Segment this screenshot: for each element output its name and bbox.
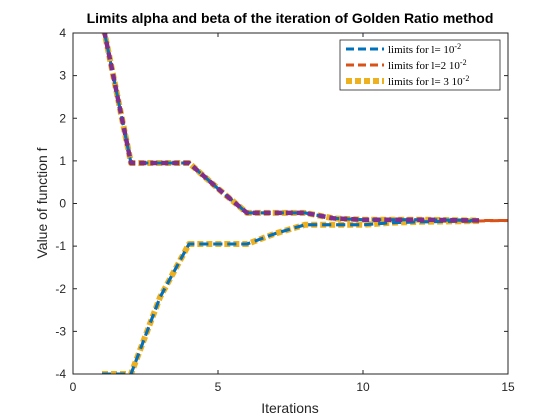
x-axis-label: Iterations — [261, 400, 319, 416]
legend-label-2: limits for l=2 10-2 — [388, 58, 467, 72]
y-tick-label: 3 — [59, 69, 66, 83]
y-tick-label: -1 — [55, 239, 66, 253]
y-tick-label: 1 — [59, 154, 66, 168]
y-tick-label: -2 — [55, 282, 66, 296]
y-axis-label: Value of function f — [34, 147, 50, 258]
x-tick-label: 15 — [501, 380, 515, 394]
legend-label-1: limits for l= 10-2 — [388, 42, 461, 56]
x-tick-label: 5 — [215, 380, 222, 394]
y-tick-label: 2 — [59, 111, 66, 125]
overlay-upper-line — [102, 33, 480, 223]
legend-label-3: limits for l= 3 10-2 — [388, 74, 469, 88]
legend-box — [339, 39, 501, 91]
legend: limits for l= 10-2 limits for l=2 10-2 l… — [339, 39, 501, 91]
x-tick-label: 0 — [70, 380, 77, 394]
y-tick-label: 0 — [59, 197, 66, 211]
x-tick-label: 10 — [356, 380, 370, 394]
y-tick-label: -3 — [55, 324, 66, 338]
tick-layer: 0 5 10 15 -4 -3 -2 -1 0 1 2 3 4 — [55, 26, 515, 394]
y-tick-label: -4 — [55, 367, 66, 381]
chart-title: Limits alpha and beta of the iteration o… — [87, 10, 494, 26]
series-layer — [101, 33, 508, 374]
y-tick-label: 4 — [59, 26, 66, 40]
series-3-lower-line — [102, 218, 480, 374]
